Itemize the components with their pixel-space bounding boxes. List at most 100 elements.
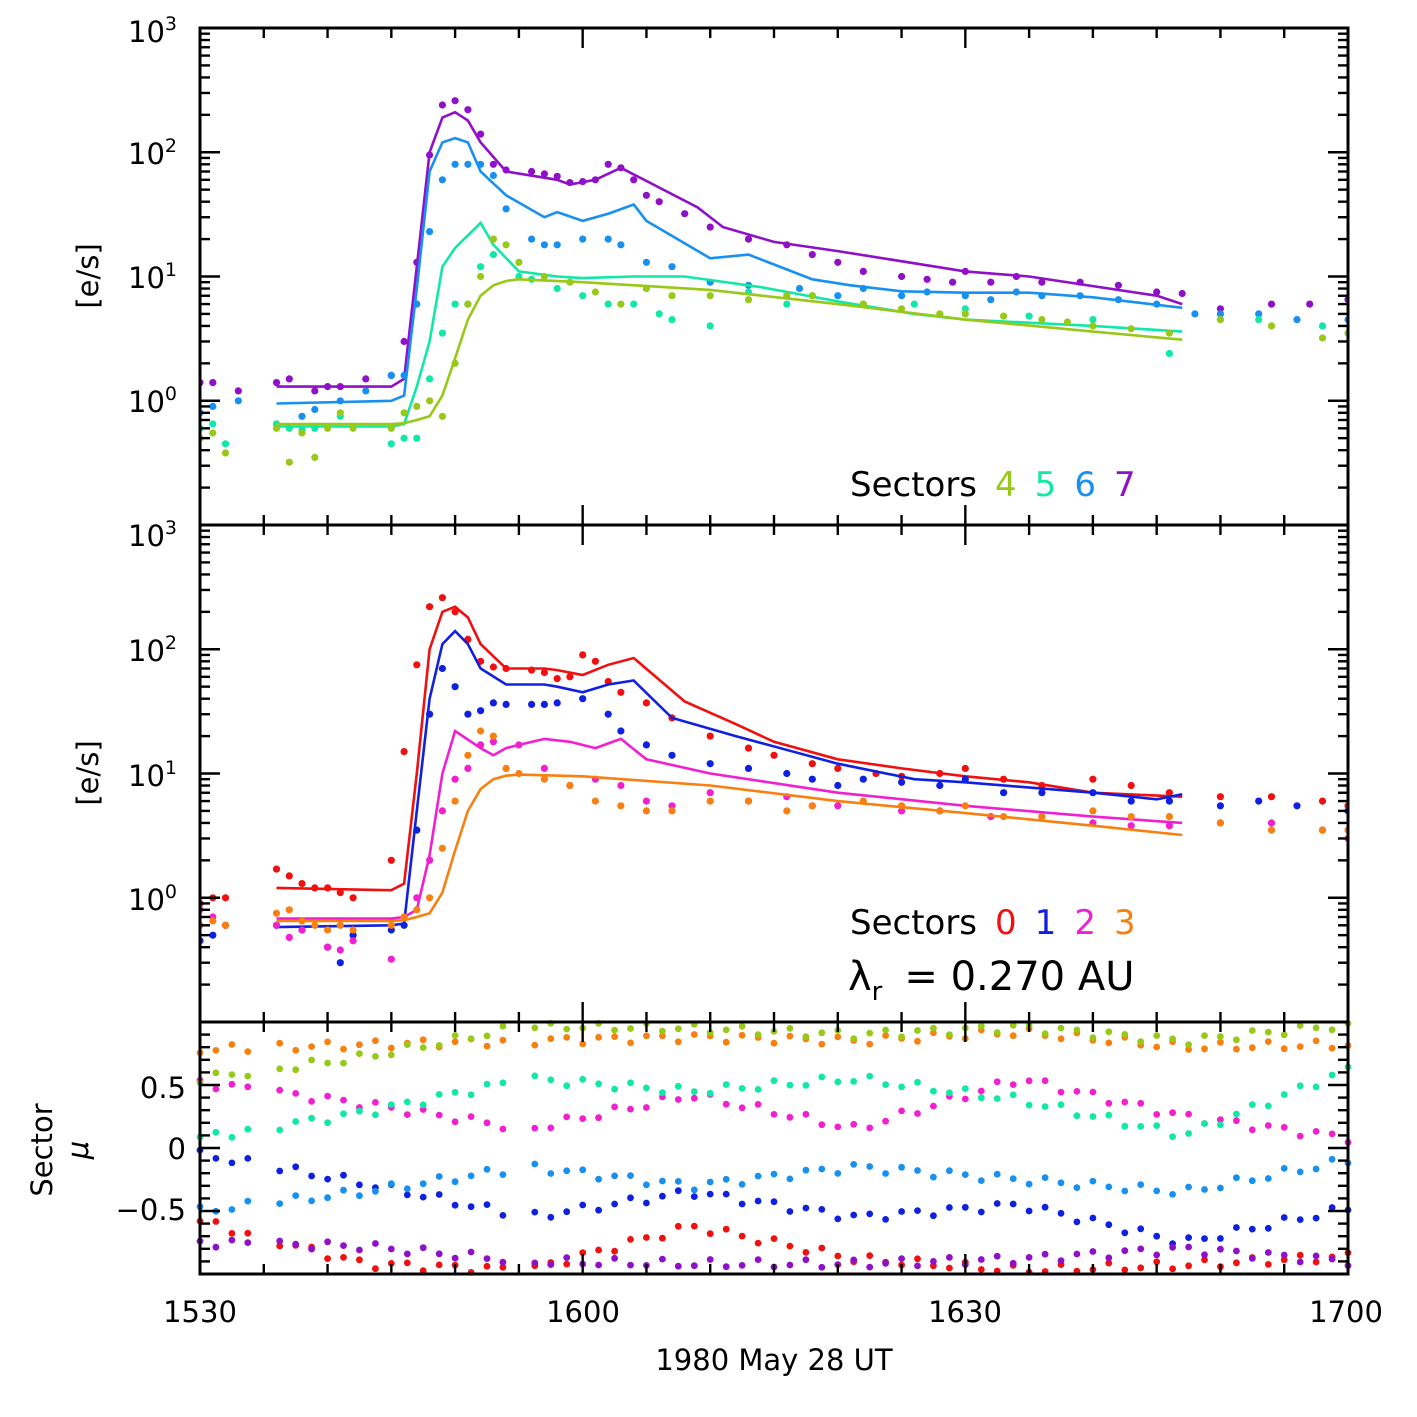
mu-data-point-sector-7 xyxy=(1296,1258,1304,1266)
mu-data-point-sector-2 xyxy=(595,1114,602,1122)
top-data-point-sector-4 xyxy=(221,449,230,457)
mu-data-point-sector-1 xyxy=(674,1187,682,1195)
mu-data-point-sector-0 xyxy=(914,1255,921,1263)
middle-data-point-sector-1 xyxy=(1127,797,1135,805)
mu-data-point-sector-4 xyxy=(627,1025,634,1032)
top-data-point-sector-7 xyxy=(987,278,995,286)
mu-data-point-sector-4 xyxy=(1073,1026,1081,1034)
top-data-point-sector-4 xyxy=(668,292,676,300)
mu-data-point-sector-2 xyxy=(914,1110,921,1117)
mu-data-point-sector-3 xyxy=(308,1043,315,1050)
middle-data-point-sector-3 xyxy=(272,909,281,917)
mu-data-point-sector-5 xyxy=(866,1072,874,1080)
mu-data-point-sector-6 xyxy=(882,1170,889,1177)
mu-data-point-sector-7 xyxy=(324,1238,331,1246)
middle-data-point-sector-0 xyxy=(413,661,421,669)
mu-data-point-sector-2 xyxy=(882,1117,889,1125)
mu-data-point-sector-0 xyxy=(834,1252,842,1260)
mu-data-point-sector-1 xyxy=(930,1212,937,1220)
top-panel-frame xyxy=(198,26,1350,527)
middle-data-point-sector-0 xyxy=(579,651,587,659)
middle-data-point-sector-1 xyxy=(451,683,459,691)
top-data-point-sector-7 xyxy=(681,210,689,218)
mu-data-point-sector-5 xyxy=(324,1119,331,1127)
mu-data-point-sector-3 xyxy=(292,1046,300,1054)
mu-data-point-sector-7 xyxy=(738,1262,746,1269)
mu-data-point-sector-0 xyxy=(1137,1264,1145,1272)
top-data-point-sector-7 xyxy=(451,97,459,105)
top-data-point-sector-5 xyxy=(961,305,969,313)
middle-data-point-sector-0 xyxy=(324,884,332,892)
mu-data-point-sector-5 xyxy=(738,1085,746,1092)
middle-data-point-sector-1 xyxy=(1089,789,1097,797)
mu-data-point-sector-5 xyxy=(595,1080,602,1088)
mu-data-point-sector-6 xyxy=(866,1163,874,1170)
mu-data-point-sector-5 xyxy=(387,1101,395,1108)
mu-data-point-sector-5 xyxy=(611,1085,618,1093)
mu-data-point-sector-6 xyxy=(706,1178,714,1186)
mu-data-point-sector-7 xyxy=(993,1252,1001,1260)
mu-data-point-sector-0 xyxy=(866,1252,874,1259)
mu-data-point-sector-6 xyxy=(1217,1184,1224,1192)
middle-data-point-sector-2 xyxy=(285,933,293,942)
middle-data-point-sector-1 xyxy=(834,781,842,790)
top-data-point-sector-4 xyxy=(783,292,791,300)
middle-data-point-sector-2 xyxy=(1165,822,1173,830)
mu-data-point-sector-2 xyxy=(866,1124,874,1132)
mu-data-point-sector-7 xyxy=(499,1258,507,1266)
mu-data-point-sector-2 xyxy=(324,1092,331,1100)
mu-data-point-sector-3 xyxy=(770,1039,778,1047)
top-data-point-sector-6 xyxy=(1012,288,1021,296)
middle-data-point-sector-0 xyxy=(591,657,600,665)
middle-data-point-sector-2 xyxy=(706,789,714,797)
mu-data-point-sector-5 xyxy=(1105,1111,1113,1119)
mu-data-point-sector-5 xyxy=(961,1085,969,1092)
middle-data-point-sector-3 xyxy=(387,921,395,929)
top-data-point-sector-5 xyxy=(311,424,319,432)
top-data-point-sector-5 xyxy=(910,300,918,308)
mu-data-point-sector-5 xyxy=(244,1125,252,1133)
mu-data-point-sector-3 xyxy=(579,1040,587,1048)
top-data-point-sector-7 xyxy=(336,383,344,391)
mu-data-point-sector-1 xyxy=(324,1175,331,1183)
mu-data-point-sector-2 xyxy=(674,1096,682,1103)
top-data-point-sector-7 xyxy=(834,258,842,266)
mu-data-point-sector-2 xyxy=(961,1095,969,1103)
mu-data-point-sector-2 xyxy=(292,1090,300,1097)
mu-data-point-sector-4 xyxy=(674,1025,682,1033)
mu-data-point-sector-6 xyxy=(1009,1175,1017,1183)
mu-data-point-sector-6 xyxy=(451,1178,459,1186)
mu-data-point-sector-5 xyxy=(340,1110,347,1118)
top-data-point-sector-4 xyxy=(477,272,485,281)
mu-data-point-sector-6 xyxy=(1248,1177,1256,1185)
middle-ytick-label-1: 101 xyxy=(128,757,177,793)
top-data-point-sector-7 xyxy=(438,101,446,109)
top-data-point-sector-5 xyxy=(489,251,497,259)
top-data-point-sector-4 xyxy=(285,458,293,466)
mu-data-point-sector-5 xyxy=(308,1114,315,1122)
mu-data-point-sector-5 xyxy=(212,1128,220,1136)
middle-data-point-sector-1 xyxy=(413,826,421,834)
mu-data-point-sector-5 xyxy=(451,1088,459,1096)
middle-data-point-sector-3 xyxy=(859,797,867,805)
mu-data-point-sector-0 xyxy=(563,1260,571,1268)
mu-data-point-sector-6 xyxy=(547,1170,555,1177)
top-data-point-sector-5 xyxy=(451,300,459,308)
middle-data-point-sector-2 xyxy=(642,797,651,805)
mu-data-point-sector-2 xyxy=(611,1103,618,1111)
mu-data-point-sector-0 xyxy=(1185,1262,1192,1270)
mu-data-point-sector-0 xyxy=(722,1225,730,1233)
top-data-point-sector-4 xyxy=(591,288,600,296)
mu-data-point-sector-0 xyxy=(387,1260,395,1267)
mu-data-point-sector-1 xyxy=(467,1203,475,1211)
middle-data-point-sector-3 xyxy=(1165,813,1173,821)
mu-data-point-sector-4 xyxy=(1089,1034,1097,1041)
mu-data-point-sector-6 xyxy=(372,1188,379,1195)
mu-data-point-sector-6 xyxy=(244,1197,252,1205)
mu-data-point-sector-2 xyxy=(244,1083,252,1091)
bottom-ylabel-sector: Sector xyxy=(25,1103,59,1196)
mu-data-point-sector-4 xyxy=(1201,1032,1208,1039)
mu-data-point-sector-4 xyxy=(419,1044,427,1051)
mu-data-point-sector-4 xyxy=(563,1025,571,1033)
top-legend-label: Sectors xyxy=(850,465,977,505)
